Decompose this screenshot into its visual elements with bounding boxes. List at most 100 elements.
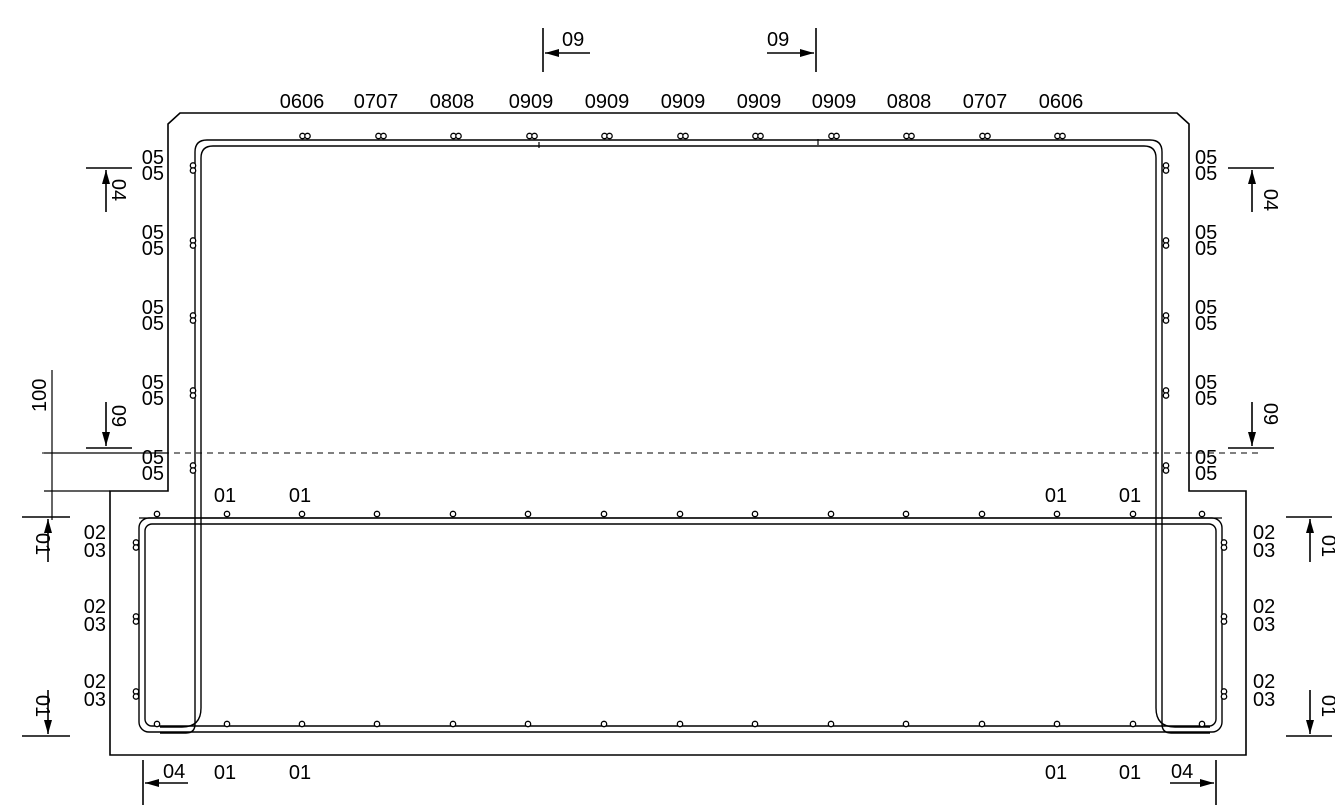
top-bar-label: 0606 [1039, 91, 1084, 113]
base-bottom-rebar-dot [902, 720, 910, 728]
base-top-rebar-dot [153, 510, 161, 518]
top-rebar-dot [606, 132, 613, 140]
top-rebar-dot [984, 132, 991, 140]
base-top-rebar-dot [373, 510, 381, 518]
top-rebar-dot [833, 132, 840, 140]
marker-arrowhead [1200, 779, 1214, 787]
base-top-rebar-dot [298, 510, 306, 518]
wall-label-upper: 05 [1195, 222, 1217, 244]
top-rebar-dot [455, 132, 462, 140]
base-top-label: 01 [1119, 485, 1141, 507]
top-bar-label: 0707 [354, 91, 399, 113]
marker-arrowhead [1248, 170, 1256, 184]
marker-label-right-upper: 04 [1259, 189, 1281, 211]
base-bottom-label: 01 [1045, 762, 1067, 784]
base-side-label-lower: 03 [1253, 540, 1275, 562]
rebar-labels: 0606 0707 0808 0909 0909 0909 0909 0909 0808 0707… [84, 91, 1276, 784]
base-bottom-label: 01 [1119, 762, 1141, 784]
wall-rebar-dot [1162, 467, 1170, 474]
top-rebar-dot [682, 132, 689, 140]
wall-rebar-dot [1162, 167, 1170, 174]
wall-rebar-dot [189, 467, 197, 474]
marker-label-bottom-left: 04 [163, 761, 185, 783]
base-bottom-rebar-dot [449, 720, 457, 728]
top-rebar-dot [908, 132, 915, 140]
marker-label-top-left: 09 [562, 29, 584, 51]
top-rebar-dot [304, 132, 311, 140]
wall-label-upper: 05 [1195, 147, 1217, 169]
top-rebar-dot [757, 132, 764, 140]
top-bar-label: 0606 [280, 91, 325, 113]
base-side-label-lower: 03 [1253, 689, 1275, 711]
top-rebar-dot [380, 132, 387, 140]
base-side-label-upper: 02 [1253, 671, 1275, 693]
wall-label-upper: 05 [142, 222, 164, 244]
marker-arrowhead [44, 720, 52, 734]
marker-label-right-mid: 09 [1259, 403, 1281, 425]
marker-arrowhead [800, 49, 814, 57]
base-bottom-rebar-dot [751, 720, 759, 728]
marker-label-right-base-upper: 01 [1317, 535, 1335, 557]
dimension-label: 100 [29, 379, 51, 412]
base-side-label-upper: 02 [84, 596, 106, 618]
wall-label-upper: 05 [142, 147, 164, 169]
marker-arrowhead [1248, 432, 1256, 446]
base-top-rebar-dot [600, 510, 608, 518]
base-side-label-lower: 03 [84, 614, 106, 636]
base-cage-inner [144, 523, 1217, 727]
wall-rebar-dot [189, 392, 197, 399]
base-top-rebar-dot [223, 510, 231, 518]
base-bottom-rebar-dot [373, 720, 381, 728]
base-bottom-rebar-dot [524, 720, 532, 728]
wall-label-lower: 05 [142, 463, 164, 485]
wall-rebar-dot [189, 167, 197, 174]
base-side-label-upper: 02 [84, 671, 106, 693]
concrete-outline [109, 112, 1247, 756]
wall-cage-outer [160, 139, 1210, 734]
marker-label-right-base-lower: 01 [1317, 695, 1335, 717]
marker-label-bottom-right: 04 [1171, 761, 1193, 783]
section-markers: 09 09 04 09 01 01 04 09 01 01 04 04 [22, 28, 1335, 805]
marker-label-left-upper: 04 [107, 179, 129, 201]
base-top-rebar-dot [751, 510, 759, 518]
top-rebar-dot [531, 132, 538, 140]
top-bar-label: 0909 [737, 91, 782, 113]
top-bar-label: 0808 [430, 91, 475, 113]
top-rebar-dot [1059, 132, 1066, 140]
marker-arrowhead [102, 432, 110, 446]
marker-arrowhead [1306, 720, 1314, 734]
base-bottom-rebar-dot [600, 720, 608, 728]
base-side-label-lower: 03 [84, 540, 106, 562]
marker-label-left-base-upper: 01 [31, 533, 53, 555]
wall-label-lower: 05 [1195, 463, 1217, 485]
base-side-rebar-dot [1220, 693, 1228, 700]
base-bottom-rebar-dot [298, 720, 306, 728]
base-top-label: 01 [289, 485, 311, 507]
base-cage-outer [138, 517, 1223, 733]
wall-label-lower: 05 [1195, 238, 1217, 260]
top-bar-label: 0707 [963, 91, 1008, 113]
wall-label-upper: 05 [1195, 447, 1217, 469]
base-top-rebar-dot [1053, 510, 1061, 518]
marker-arrowhead [1306, 519, 1314, 533]
base-top-rebar-dot [902, 510, 910, 518]
marker-arrowhead [102, 170, 110, 184]
base-side-rebar-dot [132, 544, 140, 551]
base-top-rebar-dot [978, 510, 986, 518]
wall-rebar-dot [1162, 392, 1170, 399]
base-top-rebar-dot [1129, 510, 1137, 518]
base-side-label-lower: 03 [1253, 614, 1275, 636]
base-bottom-rebar-dot [978, 720, 986, 728]
top-bar-label: 0808 [887, 91, 932, 113]
base-top-label: 01 [1045, 485, 1067, 507]
wall-rebar-dot [1162, 317, 1170, 324]
base-side-rebar-dot [1220, 544, 1228, 551]
base-side-label-upper: 02 [1253, 522, 1275, 544]
base-bottom-rebar-dot [153, 720, 161, 728]
wall-label-upper: 05 [142, 447, 164, 469]
base-side-rebar-dot [132, 693, 140, 700]
wall-label-lower: 05 [142, 163, 164, 185]
base-side-rebar-dot [132, 618, 140, 625]
base-bottom-rebar-dot [827, 720, 835, 728]
